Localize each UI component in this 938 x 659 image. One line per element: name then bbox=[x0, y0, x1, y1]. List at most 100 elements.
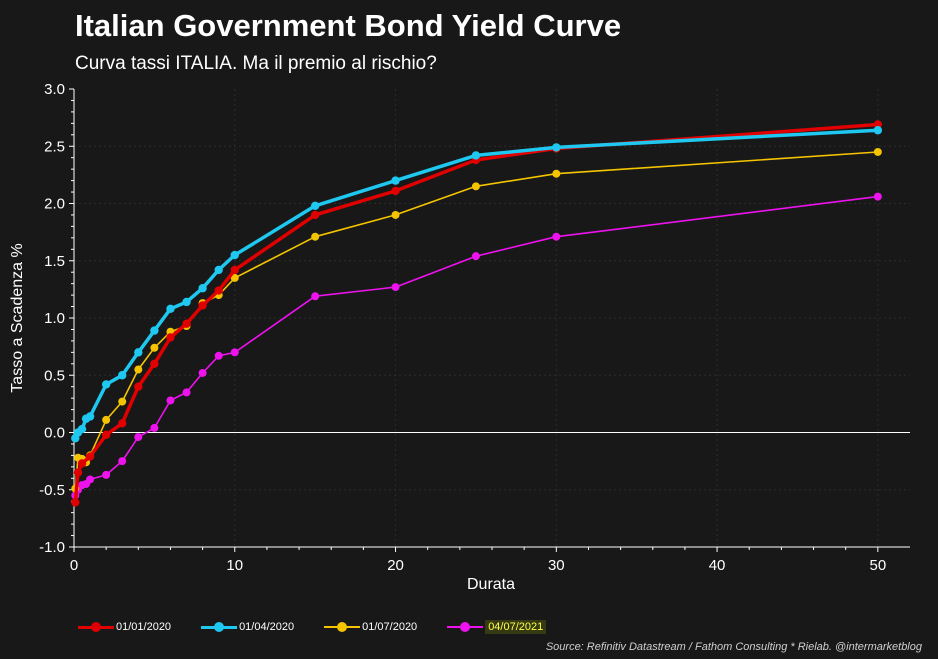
series-layer bbox=[71, 120, 883, 507]
data-point bbox=[198, 368, 207, 377]
series-line bbox=[73, 122, 878, 503]
data-point bbox=[552, 232, 561, 241]
x-tick-label: 30 bbox=[548, 557, 565, 574]
legend-item-2020-07-01[interactable]: 01/07/2020 bbox=[324, 620, 417, 634]
data-point bbox=[552, 169, 561, 178]
legend-label: 04/07/2021 bbox=[485, 620, 547, 634]
axes-layer: -1.0 -0.5 0.0 0.5 1.0 1.5 2.0 2.5 3.0 0 10 20 30 40 50 bbox=[39, 81, 910, 574]
data-point bbox=[873, 192, 882, 201]
series-04-07-2021 bbox=[71, 192, 882, 500]
data-point bbox=[166, 304, 175, 314]
data-point bbox=[471, 151, 481, 160]
legend-item-2020-04-01[interactable]: 01/04/2020 bbox=[201, 620, 294, 634]
y-axis-label: Tasso a Scadenza % bbox=[9, 243, 26, 392]
data-point bbox=[230, 265, 239, 275]
data-point bbox=[311, 292, 320, 301]
chart-legend: 01/01/2020 01/04/2020 01/07/2020 04/07/2… bbox=[78, 620, 547, 634]
legend-swatch bbox=[324, 620, 361, 634]
data-point bbox=[85, 412, 95, 421]
data-point bbox=[214, 286, 223, 295]
legend-label: 01/07/2020 bbox=[362, 621, 418, 633]
x-tick-label: 10 bbox=[226, 557, 243, 574]
data-point bbox=[150, 359, 159, 368]
data-point bbox=[552, 143, 561, 152]
data-point bbox=[873, 126, 883, 135]
data-point bbox=[118, 419, 127, 428]
legend-label: 01/04/2020 bbox=[239, 621, 295, 633]
data-point bbox=[166, 333, 175, 342]
y-tick-label: 2.5 bbox=[44, 138, 65, 155]
data-point bbox=[391, 186, 400, 196]
data-point bbox=[311, 232, 320, 241]
y-tick-label: 0.5 bbox=[44, 367, 65, 384]
data-point bbox=[101, 380, 111, 389]
data-point bbox=[150, 326, 159, 335]
y-tick-label: -0.5 bbox=[39, 482, 65, 499]
data-point bbox=[150, 423, 159, 432]
chart-title: Italian Government Bond Yield Curve bbox=[75, 8, 622, 43]
data-point bbox=[391, 283, 400, 292]
data-point bbox=[182, 388, 191, 397]
data-point bbox=[230, 273, 239, 282]
data-point bbox=[102, 470, 111, 479]
series-01-04-2020 bbox=[71, 126, 883, 443]
data-point bbox=[391, 176, 400, 185]
y-tick-label: 2.0 bbox=[44, 196, 65, 213]
series-line bbox=[74, 151, 878, 489]
y-tick-label: 1.0 bbox=[44, 310, 65, 327]
legend-item-2020-01-01[interactable]: 01/01/2020 bbox=[78, 620, 171, 634]
data-point bbox=[134, 365, 143, 374]
data-point bbox=[73, 468, 83, 477]
data-point bbox=[198, 284, 207, 293]
data-point bbox=[71, 498, 80, 507]
data-point bbox=[118, 457, 127, 466]
legend-swatch bbox=[78, 620, 114, 634]
data-point bbox=[101, 430, 111, 439]
data-point bbox=[85, 452, 95, 461]
y-tick-label: 0.0 bbox=[44, 425, 65, 442]
data-point bbox=[214, 265, 223, 275]
y-tick-label: 3.0 bbox=[44, 81, 65, 98]
legend-swatch bbox=[201, 620, 238, 634]
data-point bbox=[134, 348, 143, 357]
data-point bbox=[77, 459, 87, 468]
x-axis-label: Durata bbox=[467, 576, 515, 593]
data-point bbox=[198, 301, 207, 310]
data-point bbox=[134, 433, 143, 442]
data-point bbox=[134, 382, 143, 391]
source-note: Source: Refinitiv Datastream / Fathom Co… bbox=[545, 641, 922, 653]
data-point bbox=[182, 319, 191, 328]
data-point bbox=[182, 297, 191, 307]
x-tick-label: 20 bbox=[387, 557, 404, 574]
data-point bbox=[230, 348, 239, 357]
series-line bbox=[74, 195, 878, 496]
data-point bbox=[230, 250, 239, 260]
legend-item-2021-07-04[interactable]: 04/07/2021 bbox=[447, 620, 547, 634]
data-point bbox=[873, 147, 882, 156]
data-point bbox=[77, 424, 87, 434]
data-point bbox=[471, 182, 480, 191]
x-tick-label: 40 bbox=[709, 557, 726, 574]
data-point bbox=[471, 252, 480, 261]
data-point bbox=[102, 415, 111, 424]
data-point bbox=[310, 210, 320, 220]
data-point bbox=[214, 351, 223, 360]
data-point bbox=[118, 371, 127, 380]
series-01-01-2020 bbox=[71, 120, 883, 507]
y-tick-label: 1.5 bbox=[44, 253, 65, 270]
legend-swatch bbox=[447, 620, 484, 634]
y-tick-label: -1.0 bbox=[39, 539, 65, 556]
x-tick-label: 0 bbox=[70, 557, 78, 574]
data-point bbox=[86, 475, 95, 484]
chart-subtitle: Curva tassi ITALIA. Ma il premio al risc… bbox=[75, 53, 437, 74]
data-point bbox=[166, 396, 175, 405]
data-point bbox=[310, 201, 320, 210]
x-tick-label: 50 bbox=[870, 557, 887, 574]
series-line bbox=[73, 128, 878, 439]
data-point bbox=[391, 210, 400, 219]
legend-label: 01/01/2020 bbox=[116, 621, 172, 633]
data-point bbox=[118, 397, 127, 406]
series-01-07-2020 bbox=[71, 147, 882, 493]
data-point bbox=[150, 343, 159, 352]
